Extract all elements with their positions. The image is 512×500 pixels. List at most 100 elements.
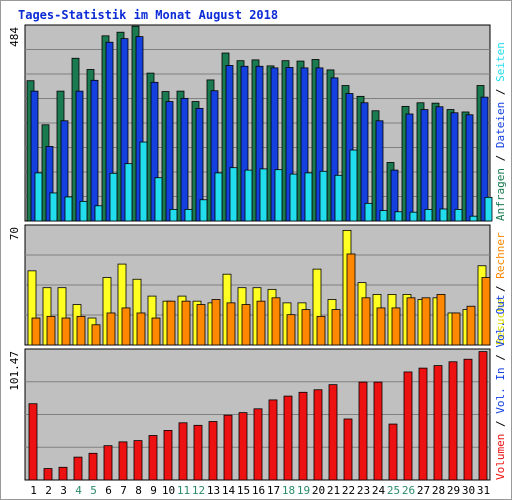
top-bar-seiten-day-29 (454, 208, 463, 222)
day-label-29: 29 (447, 484, 460, 497)
top-bar-dateien-day-14 (225, 65, 234, 222)
middle-bar-rechner-day-31 (481, 277, 491, 346)
top-bar-dateien-day-4 (75, 90, 84, 222)
top-bar-seiten-day-4 (79, 200, 88, 222)
day-label-21: 21 (327, 484, 340, 497)
top-bar-seiten-day-9 (154, 177, 163, 222)
bottom-bar-volumen-day-23 (358, 381, 368, 481)
day-label-9: 9 (150, 484, 157, 497)
top-bar-seiten-day-24 (379, 210, 388, 222)
top-panel: 484 Anfragen / Dateien / Seiten (8, 24, 507, 222)
top-bar-dateien-day-1 (30, 90, 39, 222)
top-bar-dateien-day-15 (240, 65, 249, 222)
middle-side-legend-part: Besuche (494, 299, 507, 345)
top-axis-max-label: 484 (8, 27, 21, 47)
top-bar-seiten-day-11 (184, 208, 193, 222)
bottom-side-legend-part: Vol. Out (494, 295, 507, 348)
middle-bar-rechner-day-3 (61, 317, 71, 346)
middle-bar-rechner-day-28 (436, 294, 446, 346)
day-label-15: 15 (237, 484, 250, 497)
middle-bar-rechner-day-14 (226, 302, 236, 346)
middle-bar-rechner-day-16 (256, 300, 266, 346)
top-bar-seiten-day-27 (424, 208, 433, 222)
top-side-legend-part: Dateien (494, 102, 507, 148)
top-bar-seiten-day-7 (124, 163, 133, 222)
top-bar-dateien-day-7 (120, 38, 129, 222)
top-bar-dateien-day-6 (105, 41, 114, 222)
top-bar-seiten-day-17 (274, 169, 283, 222)
bottom-bar-volumen-day-20 (313, 389, 323, 481)
day-label-24: 24 (372, 484, 386, 497)
bottom-side-legend-part: / (494, 414, 507, 434)
top-bar-dateien-day-18 (285, 67, 294, 222)
top-bar-dateien-day-2 (45, 146, 54, 222)
day-label-7: 7 (120, 484, 127, 497)
top-bar-dateien-day-26 (405, 113, 414, 222)
top-bar-seiten-day-3 (64, 196, 73, 222)
middle-bar-rechner-day-5 (91, 324, 101, 346)
bottom-bar-volumen-day-13 (208, 421, 218, 481)
bottom-bar-volumen-day-8 (133, 440, 143, 481)
bottom-bar-volumen-day-15 (238, 412, 248, 481)
top-bar-seiten-day-28 (439, 208, 448, 222)
top-bar-dateien-day-8 (135, 36, 144, 222)
top-bar-seiten-day-18 (289, 173, 298, 222)
day-label-28: 28 (432, 484, 445, 497)
bottom-bar-volumen-day-25 (388, 423, 398, 481)
middle-bar-rechner-day-8 (136, 312, 146, 346)
top-bar-dateien-day-19 (300, 67, 309, 222)
top-bar-seiten-day-8 (139, 141, 148, 222)
top-bar-seiten-day-6 (109, 172, 118, 222)
bottom-bar-volumen-day-26 (403, 371, 413, 481)
top-bar-seiten-day-5 (94, 205, 103, 222)
middle-bar-rechner-day-25 (391, 307, 401, 346)
middle-bar-rechner-day-9 (151, 317, 161, 346)
middle-bar-rechner-day-18 (286, 314, 296, 346)
middle-bar-rechner-day-4 (76, 315, 86, 346)
top-bar-dateien-day-3 (60, 120, 69, 222)
middle-bar-rechner-day-17 (271, 297, 281, 346)
top-bar-seiten-day-23 (364, 202, 373, 222)
bottom-bar-volumen-day-21 (328, 384, 338, 481)
day-label-31: 31 (477, 484, 490, 497)
top-bar-seiten-day-15 (244, 169, 253, 222)
middle-bar-rechner-day-6 (106, 312, 116, 346)
bottom-bar-volumen-day-28 (433, 365, 443, 481)
day-label-18: 18 (282, 484, 295, 497)
middle-bar-rechner-day-23 (361, 297, 371, 346)
day-label-2: 2 (45, 484, 52, 497)
bottom-bar-volumen-day-1 (28, 403, 38, 481)
bottom-bar-volumen-day-31 (478, 351, 488, 481)
day-label-8: 8 (135, 484, 142, 497)
middle-bar-rechner-day-20 (316, 315, 326, 346)
top-side-legend-part: / (494, 148, 507, 168)
bottom-panel: 101.47 Volumen / Vol. In / Vol. Out (8, 295, 507, 481)
bottom-bar-volumen-day-4 (73, 456, 83, 481)
bottom-bar-volumen-day-11 (178, 422, 188, 481)
top-bar-seiten-day-16 (259, 168, 268, 222)
bottom-side-legend-part: Volumen (494, 434, 507, 480)
day-label-16: 16 (252, 484, 265, 497)
bottom-bar-volumen-day-16 (253, 408, 263, 481)
middle-bar-rechner-day-30 (466, 305, 476, 346)
day-label-13: 13 (207, 484, 220, 497)
day-label-12: 12 (192, 484, 205, 497)
bottom-bar-volumen-day-14 (223, 414, 233, 481)
day-label-22: 22 (342, 484, 355, 497)
day-label-26: 26 (402, 484, 415, 497)
day-label-4: 4 (75, 484, 82, 497)
top-bar-seiten-day-31 (484, 196, 493, 222)
middle-side-legend: Besuche / Rechner (494, 232, 507, 345)
day-label-17: 17 (267, 484, 280, 497)
bottom-bar-volumen-day-30 (463, 358, 473, 481)
top-bar-seiten-day-12 (199, 199, 208, 222)
top-bar-dateien-day-30 (465, 114, 474, 222)
bottom-side-legend-part: Vol. In (494, 367, 507, 413)
bottom-bar-volumen-day-10 (163, 430, 173, 481)
middle-bar-rechner-day-2 (46, 315, 56, 346)
middle-bar-rechner-day-7 (121, 307, 131, 346)
bottom-side-legend-part: / (494, 348, 507, 368)
day-label-14: 14 (222, 484, 236, 497)
